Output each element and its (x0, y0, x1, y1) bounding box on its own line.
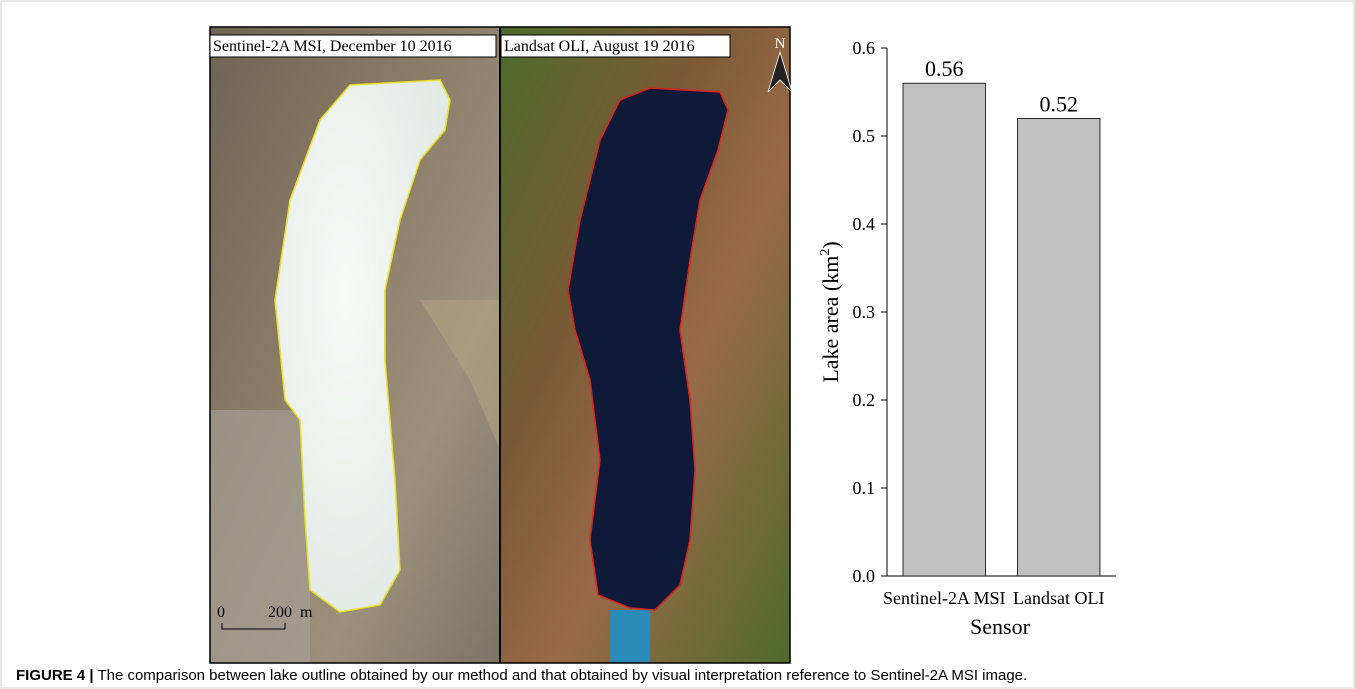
y-tick-label: 0.6 (853, 38, 876, 58)
y-tick-label: 0.1 (853, 478, 876, 498)
y-tick-label: 0.2 (853, 390, 876, 410)
scale-end: 200 (268, 604, 292, 621)
page: Sentinel-2A MSI, December 10 2016 Landsa… (0, 0, 1355, 689)
image-panel (210, 27, 500, 663)
figure: Sentinel-2A MSI, December 10 2016 Landsa… (0, 0, 1355, 689)
y-axis-label-text: ) (818, 241, 843, 248)
x-axis-label: Sensor (970, 614, 1031, 639)
bar-chart: Sensor Lake area (km2) 0.0 0.1 0.2 0.3 0.4 0.… (818, 38, 1116, 639)
value-label: 0.56 (925, 56, 964, 81)
y-tick-label: 0.4 (853, 214, 876, 234)
bar (1018, 118, 1100, 576)
y-axis-label-text: Lake area (km (818, 256, 843, 383)
caption-text: The comparison between lake outline obta… (97, 667, 1027, 684)
y-tick-label: 0.5 (853, 126, 876, 146)
y-tick-label: 0.0 (853, 566, 876, 586)
bar (903, 83, 985, 576)
north-label: N (775, 36, 786, 52)
y-axis-label-sup: 2 (818, 249, 833, 256)
image-panel (500, 27, 790, 663)
y-axis-label: Lake area (km2) (818, 241, 843, 382)
value-label: 0.52 (1040, 91, 1079, 116)
x-tick-label: Landsat OLI (1013, 588, 1104, 608)
caption: FIGURE 4 | The comparison between lake o… (16, 667, 1027, 684)
panel-label: Landsat OLI, August 19 2016 (504, 38, 695, 55)
caption-number: FIGURE 4 | (16, 667, 94, 684)
panel-label: Sentinel-2A MSI, December 10 2016 (213, 38, 452, 55)
scale-start: 0 (217, 604, 225, 621)
scale-unit: m (300, 604, 313, 621)
terrain (610, 610, 650, 663)
x-tick-label: Sentinel-2A MSI (883, 588, 1006, 608)
terrain (210, 410, 310, 663)
y-tick-label: 0.3 (853, 302, 876, 322)
